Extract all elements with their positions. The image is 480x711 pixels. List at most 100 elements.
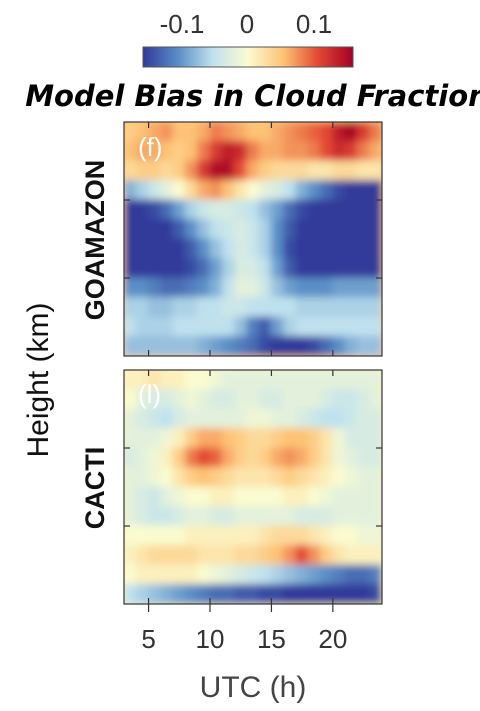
heatmap-cell (258, 506, 272, 527)
heatmap-cell (246, 199, 260, 220)
heatmap-cell (332, 408, 346, 429)
heatmap-cell (369, 141, 382, 162)
heatmap-cell (332, 160, 346, 181)
heatmap-cell (332, 389, 346, 410)
heatmap-cell (197, 277, 211, 298)
heatmap-cell (356, 525, 371, 546)
heatmap-cell (148, 180, 162, 201)
heatmap-cell (295, 258, 309, 279)
heatmap-cell (148, 584, 162, 604)
heatmap-cell (356, 297, 371, 318)
heatmap-cell (344, 506, 358, 527)
heatmap-cell (246, 277, 260, 298)
heatmap-cell (258, 297, 272, 318)
heatmap-cell (307, 180, 322, 201)
heatmap-cell (135, 506, 150, 527)
heatmap-cell (135, 277, 150, 298)
heatmap-cell (184, 160, 199, 181)
heatmap-cell (258, 389, 272, 410)
heatmap-cell (234, 486, 248, 507)
heatmap-cell (124, 277, 137, 298)
heatmap-cell (356, 447, 371, 468)
heatmap-cell (209, 122, 223, 142)
heatmap-cell (283, 525, 297, 546)
heatmap-cell (209, 180, 223, 201)
heatmap-cell (160, 258, 174, 279)
heatmap-cell (197, 160, 211, 181)
heatmap-cell (369, 564, 382, 585)
heatmap-cell (246, 160, 260, 181)
panel-name: CACTI (80, 447, 110, 530)
heatmap-cell (270, 564, 285, 585)
heatmap-cell (270, 122, 285, 142)
heatmap-cell (246, 467, 260, 488)
heatmap-cell (135, 297, 150, 318)
heatmap-cell (172, 584, 186, 604)
heatmap-cell (283, 506, 297, 527)
heatmap-cell (221, 428, 236, 449)
heatmap-cell (197, 316, 211, 337)
heatmap-cell (197, 545, 211, 566)
heatmap-cell (270, 506, 285, 527)
heatmap-cell (295, 506, 309, 527)
heatmap-cell (148, 277, 162, 298)
heatmap-cell (135, 486, 150, 507)
heatmap-cell (270, 199, 285, 220)
heatmap-cell (295, 141, 309, 162)
heatmap-cell (307, 467, 322, 488)
heatmap-cell (160, 389, 174, 410)
heatmap-cell (148, 219, 162, 240)
heatmap-cell (148, 428, 162, 449)
heatmap-cell (295, 316, 309, 337)
heatmap-cell (356, 506, 371, 527)
heatmap-cell (320, 370, 334, 390)
heatmap-cell (356, 316, 371, 337)
heatmap-cell (369, 316, 382, 337)
heatmap-cell (356, 584, 371, 604)
heatmap-cell (172, 297, 186, 318)
heatmap-cell (172, 428, 186, 449)
heatmap-cell (221, 258, 236, 279)
heatmap-cell (320, 408, 334, 429)
heatmap-cell (172, 141, 186, 162)
y-ticks (124, 447, 382, 527)
heatmap-cell (344, 447, 358, 468)
heatmap-cell (135, 408, 150, 429)
heatmap-cell (332, 525, 346, 546)
heatmap-cell (197, 297, 211, 318)
heatmap-cell (369, 389, 382, 410)
heatmap-cell (124, 238, 137, 259)
heatmap-cell (332, 258, 346, 279)
heatmap-cell (332, 238, 346, 259)
heatmap-cell (307, 316, 322, 337)
heatmap-cell (332, 506, 346, 527)
heatmap-cell (209, 389, 223, 410)
heatmap-cell (295, 525, 309, 546)
heatmap-cell (258, 584, 272, 604)
heatmap-cell (344, 122, 358, 142)
heatmap-cell (307, 564, 322, 585)
heatmap-cell (356, 219, 371, 240)
heatmap-cell (172, 122, 186, 142)
heatmap-cell (320, 277, 334, 298)
heatmap-cell (209, 525, 223, 546)
heatmap-cell (258, 199, 272, 220)
heatmap-cell (184, 467, 199, 488)
heatmap-cell (209, 506, 223, 527)
heatmap-cell (369, 506, 382, 527)
heatmap-cell (270, 584, 285, 604)
heatmap-cell (246, 297, 260, 318)
heatmap-cell (221, 277, 236, 298)
heatmap-cell (258, 238, 272, 259)
heatmap-cell (209, 370, 223, 390)
heatmap-cell (197, 584, 211, 604)
heatmap-cell (124, 408, 137, 429)
heatmap-cell (246, 316, 260, 337)
heatmap-cell (160, 408, 174, 429)
heatmap-cell (283, 428, 297, 449)
heatmap-cell (197, 467, 211, 488)
heatmap-cell (356, 545, 371, 566)
heatmap-cell (135, 199, 150, 220)
heatmap-cell (221, 447, 236, 468)
heatmap-cell (270, 428, 285, 449)
